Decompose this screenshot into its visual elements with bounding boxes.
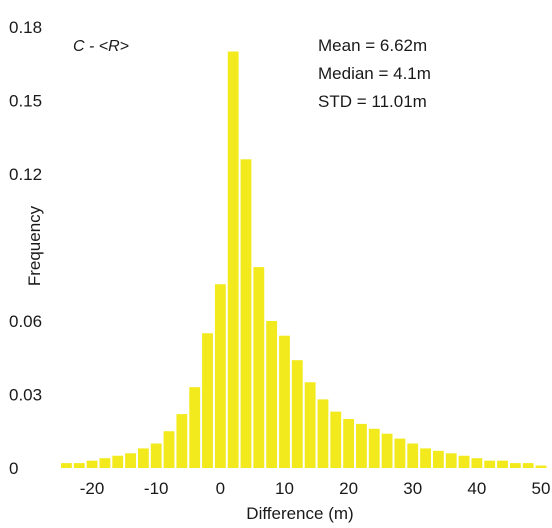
annotation-std: STD = 11.01m	[318, 92, 427, 111]
histogram-bar	[535, 465, 547, 468]
histogram-bar	[458, 455, 470, 468]
histogram-bar	[112, 455, 124, 468]
histogram-bar	[189, 387, 201, 468]
histogram-bar	[432, 450, 444, 468]
histogram-bar	[253, 267, 265, 468]
histogram-bar	[99, 458, 111, 468]
histogram-bar	[317, 399, 329, 468]
histogram-bar	[445, 453, 457, 468]
histogram-bar	[137, 448, 149, 468]
histogram-bar	[330, 411, 342, 468]
x-tick-label: 0	[216, 479, 225, 498]
x-axis-title: Difference (m)	[246, 504, 353, 523]
y-tick-label: 0.15	[9, 92, 42, 111]
histogram-bar	[150, 443, 162, 468]
panel-label: C - <R>	[73, 38, 129, 55]
histogram-bar	[227, 51, 239, 468]
x-tick-label: 20	[339, 479, 358, 498]
y-tick-label: 0.12	[9, 165, 42, 184]
x-tick-label: -20	[80, 479, 105, 498]
histogram-bar	[381, 433, 393, 468]
histogram-bar	[420, 448, 431, 468]
annotation-median: Median = 4.1m	[318, 64, 431, 83]
histogram-bar	[497, 460, 508, 468]
histogram-bar	[304, 382, 316, 468]
y-tick-label: 0.18	[9, 18, 42, 37]
y-tick-label: 0.06	[9, 312, 42, 331]
histogram-bar	[407, 443, 419, 468]
histogram-bar	[163, 431, 175, 468]
histogram-bar	[522, 463, 534, 468]
histogram-bar	[176, 414, 188, 468]
x-tick-label: 40	[467, 479, 486, 498]
y-tick-labels: 0 0.03 0.06 0.12 0.15 0.18	[9, 18, 42, 478]
x-tick-label: -10	[144, 479, 169, 498]
histogram-bar	[240, 159, 252, 469]
histogram-bar	[266, 321, 278, 468]
x-tick-labels: -20 -10 0 10 20 30 40 50	[80, 479, 551, 498]
x-tick-label: 10	[275, 479, 294, 498]
histogram-bar	[343, 419, 355, 468]
histogram-bar	[291, 360, 303, 468]
histogram-bar	[471, 458, 483, 468]
y-tick-label: 0	[9, 459, 18, 478]
annotation-mean: Mean = 6.62m	[318, 36, 427, 55]
histogram-bar	[394, 438, 406, 468]
bars-group	[61, 51, 547, 469]
histogram-bar	[202, 333, 213, 468]
histogram-bar	[368, 428, 380, 468]
histogram-bar	[484, 460, 496, 468]
histogram-bar	[61, 463, 72, 468]
histogram-bar	[125, 453, 136, 468]
histogram-bar	[73, 463, 85, 468]
x-tick-label: 50	[532, 479, 551, 498]
histogram-bar	[86, 460, 98, 468]
x-tick-label: 30	[403, 479, 422, 498]
histogram-bar	[356, 423, 367, 468]
y-tick-label: 0.03	[9, 386, 42, 405]
histogram-bar	[509, 463, 521, 468]
histogram-bar	[214, 284, 226, 468]
y-axis-title: Frequency	[25, 205, 44, 286]
histogram-bar	[279, 335, 290, 468]
